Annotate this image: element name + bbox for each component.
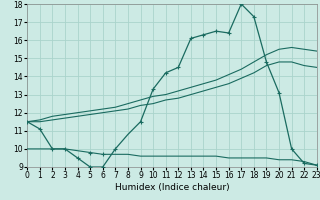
X-axis label: Humidex (Indice chaleur): Humidex (Indice chaleur) (115, 183, 229, 192)
